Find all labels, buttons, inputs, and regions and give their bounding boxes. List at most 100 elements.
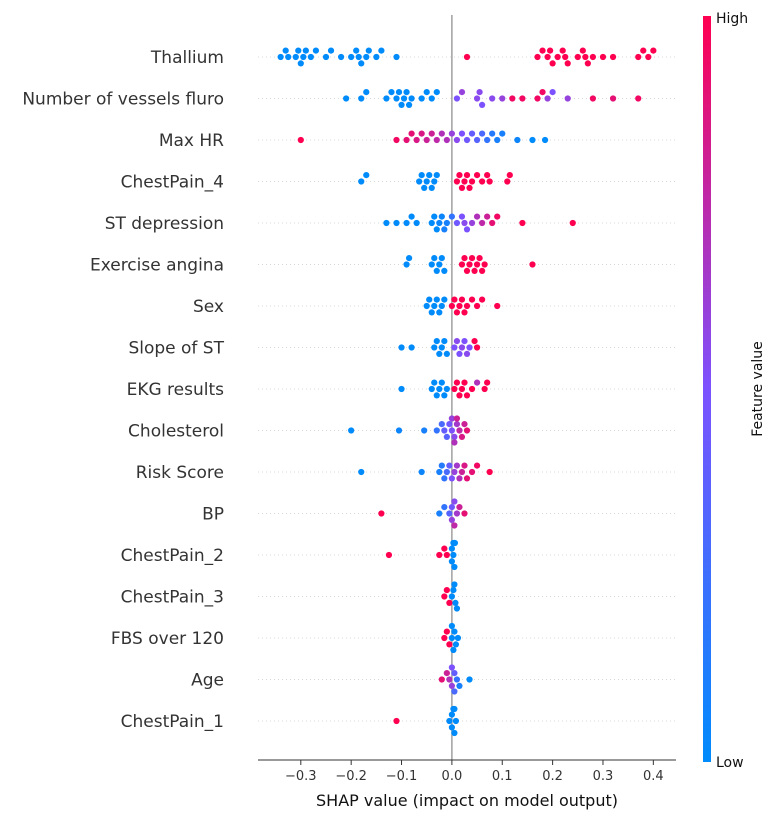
shap-point (395, 427, 403, 434)
shap-point (458, 213, 466, 220)
shap-point (446, 421, 453, 428)
shap-point (393, 95, 400, 102)
shap-point (481, 261, 488, 268)
shap-point (348, 53, 355, 61)
shap-point (451, 563, 458, 571)
shap-point (519, 95, 526, 102)
shap-point (468, 385, 476, 393)
shap-point (373, 53, 380, 61)
shap-point (473, 95, 481, 102)
shap-point (468, 219, 476, 227)
shap-point (378, 510, 385, 517)
shap-point (484, 213, 491, 220)
shap-point (450, 551, 457, 559)
shap-point (448, 593, 455, 600)
shap-point (405, 101, 413, 108)
shap-point (400, 95, 408, 102)
shap-point (506, 172, 513, 179)
shap-point (463, 427, 471, 434)
shap-point (385, 551, 393, 559)
shap-point (468, 130, 476, 137)
feature-label: Slope of ST (128, 339, 224, 359)
shap-point (645, 53, 652, 61)
shap-point (534, 95, 541, 102)
x-tick-label: −0.3 (285, 769, 317, 784)
shap-point (453, 415, 461, 422)
shap-point (413, 136, 420, 144)
shap-point (423, 136, 430, 144)
colorbar-gradient (703, 16, 711, 762)
shap-point (453, 136, 461, 144)
shap-point (438, 255, 445, 262)
shap-point (609, 53, 617, 61)
shap-point (446, 510, 453, 517)
shap-point (461, 178, 468, 185)
shap-point (436, 551, 443, 559)
shap-point (433, 296, 440, 303)
shap-point (443, 551, 450, 559)
shap-point (436, 468, 443, 476)
shap-point (534, 53, 541, 61)
shap-point (473, 213, 481, 220)
shap-point (640, 47, 647, 54)
shap-point (546, 47, 554, 54)
shap-point (436, 309, 443, 316)
shap-point (438, 676, 445, 683)
shap-point (559, 47, 566, 54)
shap-point (421, 427, 428, 434)
shap-point (539, 89, 546, 96)
shap-point (302, 47, 309, 54)
shap-point (433, 136, 440, 144)
shap-point (582, 53, 589, 61)
shap-point (451, 539, 459, 547)
shap-point (451, 433, 458, 440)
shap-point (479, 178, 486, 185)
shap-point (499, 95, 506, 102)
shap-point (486, 178, 493, 185)
shap-point (448, 724, 455, 731)
shap-point (438, 302, 445, 310)
shap-point (433, 89, 440, 96)
row-gridlines (258, 56, 676, 722)
shap-point (322, 53, 330, 61)
shap-point (574, 53, 581, 61)
shap-point (458, 385, 466, 393)
shap-point (453, 219, 461, 227)
shap-point (473, 261, 481, 268)
shap-point (431, 178, 438, 185)
feature-label: Risk Score (136, 463, 224, 483)
shap-point (484, 379, 491, 386)
shap-point (461, 462, 468, 469)
shap-point (441, 504, 448, 511)
shap-point (358, 468, 365, 476)
shap-point (489, 130, 496, 137)
shap-point (433, 172, 440, 179)
shap-point (635, 53, 642, 61)
feature-label: Max HR (159, 131, 224, 151)
shap-point (292, 53, 299, 61)
shap-point (473, 462, 481, 469)
shap-point (456, 302, 463, 310)
shap-point (451, 522, 458, 529)
shap-point (451, 498, 458, 505)
shap-point (466, 184, 473, 191)
shap-point (408, 213, 415, 220)
shap-point (438, 130, 445, 137)
shap-point (426, 296, 433, 303)
shap-point (466, 261, 473, 268)
shap-point (403, 136, 410, 144)
shap-point (451, 468, 458, 476)
shap-point (441, 593, 448, 600)
shap-point (494, 213, 501, 220)
shap-point (436, 219, 443, 227)
shap-point (277, 53, 284, 61)
shap-point (405, 255, 413, 262)
shap-point (463, 475, 471, 482)
shap-point (473, 172, 481, 179)
shap-point (458, 468, 466, 476)
shap-point (473, 379, 481, 386)
shap-point (285, 53, 292, 61)
shap-point (489, 95, 496, 102)
shap-point (489, 219, 496, 227)
shap-point (431, 344, 438, 351)
